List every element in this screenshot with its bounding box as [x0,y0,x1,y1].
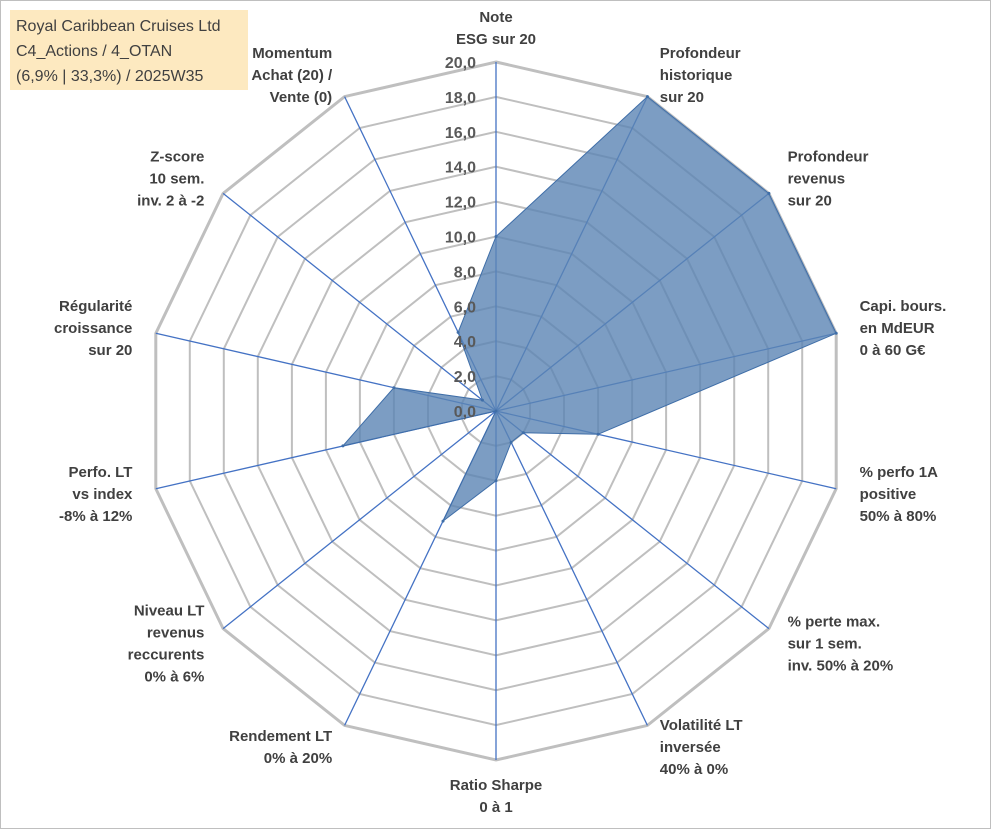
data-point [494,409,498,413]
axis-label-line: Z-score [150,148,204,165]
axis-label: Régularité croissance sur 20 [54,298,132,359]
axis-label: Momentum Achat (20) / Vente (0) [251,45,333,106]
axis-label-line: inversée [660,739,721,756]
axis-label-line: 0 à 60 G€ [860,342,927,359]
axis-label: Capi. bours. en MdEUR 0 à 60 G€ [860,298,947,359]
axis-label-line: sur 1 sem. [788,636,862,653]
radial-tick-label: 16,0 [445,125,476,142]
radial-tick-label: 14,0 [445,160,476,177]
axis-label-line: historique [660,67,733,84]
axis-label-line: Profondeur [788,148,869,165]
data-point [480,398,484,402]
data-point [341,444,345,448]
header-line-category: C4_Actions / 4_OTAN [16,43,173,60]
axis-label-line: Régularité [59,298,132,315]
axis-spoke [495,410,648,726]
axis-label-line: 40% à 0% [660,761,728,778]
axis-label: Profondeur revenus sur 20 [788,148,869,209]
axis-label: % perfo 1A positive 50% à 80% [860,464,939,525]
axis-label-line: 0 à 1 [479,799,512,816]
axis-spoke [222,192,497,412]
axis-label-line: ESG sur 20 [456,31,536,48]
data-point [834,331,838,335]
axis-label-line: sur 20 [660,89,704,106]
radial-tick-label: 20,0 [445,55,476,72]
axis-label-line: Niveau LT [134,603,205,620]
axis-label-line: Volatilité LT [660,717,743,734]
axis-label-line: sur 20 [788,192,832,209]
axis-label-line: Rendement LT [229,728,332,745]
axis-label-line: Achat (20) / [251,67,333,84]
axis-label: % perte max. sur 1 sem. inv. 50% à 20% [788,614,894,675]
radar-axis-labels: Note ESG sur 20 Profondeur historique sur 20… [54,9,946,816]
axis-label-line: revenus [788,170,846,187]
data-point [767,191,771,195]
radial-tick-label: 6,0 [454,299,476,316]
radial-tick-label: 18,0 [445,90,476,107]
axis-label-line: Vente (0) [270,89,333,106]
axis-label-line: Capi. bours. [860,298,947,315]
data-point [645,95,649,99]
axis-label-line: 0% à 20% [264,750,332,767]
radial-tick-label: 10,0 [445,230,476,247]
data-point [392,386,396,390]
chart-header-box: Royal Caribbean Cruises Ltd C4_Actions /… [10,10,248,90]
axis-label-line: Note [479,9,512,26]
data-point [521,431,525,435]
axis-label-line: inv. 50% à 20% [788,658,894,675]
axis-label-line: Momentum [252,45,332,62]
axis-label-line: sur 20 [88,342,132,359]
axis-label-line: positive [860,486,917,503]
radial-tick-label: 4,0 [454,334,476,351]
axis-label: Ratio Sharpe 0 à 1 [450,777,543,816]
radar-area [341,95,838,523]
axis-label-line: % perfo 1A [860,464,939,481]
axis-label-line: inv. 2 à -2 [137,192,204,209]
data-point [456,330,460,334]
data-point [509,440,513,444]
axis-label: Z-score 10 sem. inv. 2 à -2 [137,148,204,209]
radial-tick-label: 0,0 [454,404,476,421]
axis-label-line: en MdEUR [860,320,935,337]
data-point [494,479,498,483]
radial-tick-label: 2,0 [454,369,476,386]
axis-label: Niveau LT revenus reccurents 0% à 6% [128,603,205,686]
axis-label-line: revenus [147,625,205,642]
axis-label-line: Perfo. LT [69,464,133,481]
radial-tick-label: 12,0 [445,195,476,212]
axis-label-line: reccurents [128,647,205,664]
radial-tick-label: 8,0 [454,264,476,281]
axis-label-line: vs index [72,486,133,503]
data-point [596,432,600,436]
axis-label-line: -8% à 12% [59,508,132,525]
axis-label-line: croissance [54,320,132,337]
axis-label: Perfo. LT vs index -8% à 12% [59,464,133,525]
axis-label-line: 10 sem. [149,170,204,187]
axis-spoke [495,410,770,630]
data-series-area [341,95,837,522]
header-line-weights: (6,9% | 33,3%) / 2025W35 [16,68,204,85]
axis-spoke [222,410,497,630]
axis-label-line: % perte max. [788,614,881,631]
data-point [494,235,498,238]
axis-label-line: 50% à 80% [860,508,937,525]
axis-label: Note ESG sur 20 [456,9,536,48]
axis-label-line: Profondeur [660,45,741,62]
axis-label: Profondeur historique sur 20 [660,45,741,106]
radar-tick-labels: 0,0 2,0 4,0 6,0 8,0 10,0 12,0 14,0 16,0 18,0 20,0 [445,55,476,421]
data-point [441,519,445,523]
axis-label-line: Ratio Sharpe [450,777,543,794]
axis-label: Rendement LT 0% à 20% [229,728,332,767]
axis-label-line: 0% à 6% [144,669,204,686]
header-line-company: Royal Caribbean Cruises Ltd [16,18,221,35]
axis-label: Volatilité LT inversée 40% à 0% [660,717,743,778]
